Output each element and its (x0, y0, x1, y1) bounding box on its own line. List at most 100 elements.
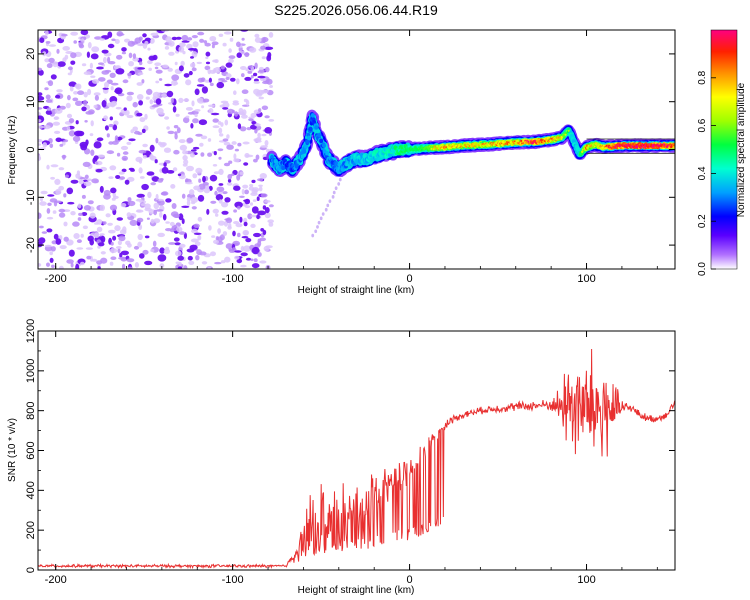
ridge-segment (314, 125, 319, 130)
noise-blob (93, 92, 101, 96)
noise-blob (215, 236, 219, 241)
noise-blob (130, 168, 135, 172)
noise-blob (56, 89, 63, 93)
noise-blob (241, 89, 249, 94)
noise-blob (231, 109, 235, 114)
noise-blob (250, 112, 258, 118)
noise-blob (126, 258, 135, 263)
noise-blob (38, 119, 42, 123)
noise-blob (127, 197, 132, 202)
noise-blob (245, 257, 252, 261)
noise-blob (137, 241, 143, 248)
noise-blob (134, 262, 139, 268)
noise-blob (223, 162, 231, 167)
noise-blob (168, 51, 175, 56)
noise-blob (38, 69, 44, 76)
noise-blob (253, 258, 258, 263)
noise-blob (61, 33, 68, 37)
noise-blob (208, 225, 212, 231)
noise-blob (104, 69, 112, 73)
noise-blob (174, 242, 181, 246)
ridge-segment (465, 145, 468, 148)
noise-blob (228, 248, 233, 252)
noise-blob (166, 170, 175, 174)
noise-blob (45, 94, 51, 100)
noise-blob (99, 38, 105, 41)
noise-blob (72, 97, 79, 102)
noise-blob (68, 81, 77, 87)
noise-blob (182, 150, 189, 155)
noise-blob (114, 39, 120, 44)
noise-blob (126, 212, 132, 218)
noise-blob (238, 107, 244, 114)
noise-blob (217, 228, 222, 234)
noise-blob (59, 265, 64, 269)
noise-blob (90, 53, 99, 60)
noise-blob (96, 66, 104, 70)
noise-blob (186, 197, 191, 202)
noise-blob (73, 40, 77, 44)
noise-blob (142, 43, 148, 49)
noise-blob (126, 243, 132, 248)
noise-blob (208, 108, 214, 114)
noise-blob (227, 178, 232, 183)
noise-blob (128, 138, 136, 142)
noise-blob (234, 148, 239, 152)
noise-blob (224, 197, 231, 203)
noise-blob (152, 91, 161, 98)
noise-blob (165, 221, 170, 224)
noise-blob (250, 214, 257, 218)
noise-blob (75, 100, 83, 107)
noise-blob (226, 144, 234, 150)
noise-blob (247, 65, 253, 69)
noise-blob (195, 133, 203, 137)
noise-blob (256, 196, 260, 201)
noise-blob (66, 113, 73, 119)
noise-blob (58, 167, 65, 171)
noise-blob (253, 158, 258, 163)
noise-blob (243, 162, 249, 166)
noise-blob (142, 143, 148, 148)
noise-blob (241, 73, 245, 78)
noise-blob (192, 41, 199, 48)
noise-blob (87, 200, 94, 205)
noise-blob (107, 31, 113, 38)
noise-blob (233, 90, 237, 95)
noise-blob (216, 186, 225, 192)
noise-blob (121, 47, 127, 52)
noise-blob (218, 199, 223, 204)
noise-blob (201, 86, 208, 94)
noise-blob (73, 91, 78, 95)
noise-blob (261, 105, 269, 111)
noise-blob (38, 143, 42, 146)
noise-blob (135, 198, 143, 202)
noise-blob (150, 248, 155, 253)
noise-blob (141, 183, 149, 191)
noise-blob (107, 222, 113, 226)
noise-blob (120, 145, 129, 151)
noise-blob (102, 221, 107, 225)
noise-blob (161, 142, 167, 147)
noise-blob (153, 218, 161, 224)
ridge-segment (322, 143, 326, 148)
noise-blob (90, 149, 95, 156)
noise-blob (38, 67, 43, 71)
noise-blob (86, 255, 92, 260)
noise-blob (240, 112, 245, 116)
noise-blob (83, 181, 92, 187)
noise-blob (111, 100, 118, 106)
noise-blob (83, 99, 88, 106)
noise-blob (139, 176, 145, 179)
noise-blob (189, 189, 195, 196)
noise-blob (77, 90, 85, 95)
ridge-segment (401, 146, 403, 150)
noise-blob (192, 118, 199, 124)
noise-blob (228, 48, 232, 53)
noise-blob (50, 164, 59, 168)
noise-blob (147, 47, 151, 51)
noise-blob (120, 256, 128, 262)
noise-blob (171, 36, 178, 41)
noise-blob (219, 104, 225, 108)
noise-blob (200, 152, 205, 157)
noise-blob (132, 101, 138, 108)
